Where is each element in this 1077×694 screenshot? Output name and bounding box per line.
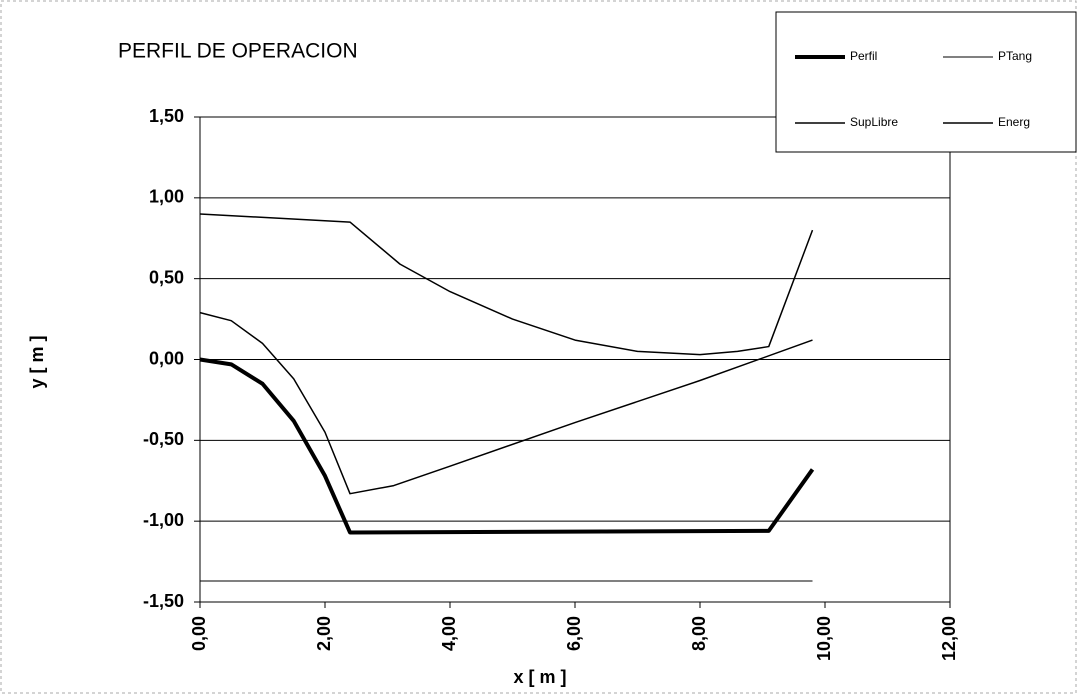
x-tick-label: 2,00 [314, 616, 334, 651]
chart-title: PERFIL DE OPERACION [118, 40, 358, 63]
legend-label: PTang [998, 49, 1032, 63]
y-tick-label: -1,50 [143, 591, 184, 611]
x-tick-label: 10,00 [814, 616, 834, 661]
x-tick-label: 8,00 [689, 616, 709, 651]
x-tick-label: 4,00 [439, 616, 459, 651]
y-tick-label: 0,00 [149, 348, 184, 368]
y-axis-label: y [ m ] [27, 335, 47, 388]
x-axis-label: x [ m ] [513, 667, 566, 687]
y-tick-label: 0,50 [149, 267, 184, 287]
y-tick-label: 1,00 [149, 187, 184, 207]
x-tick-label: 6,00 [564, 616, 584, 651]
x-tick-label: 12,00 [939, 616, 959, 661]
x-tick-label: 0,00 [189, 616, 209, 651]
y-tick-label: -1,00 [143, 510, 184, 530]
series-line [199, 213, 814, 356]
y-tick-label: 1,50 [149, 106, 184, 126]
legend-label: Perfil [850, 49, 877, 63]
legend-label: SupLibre [850, 115, 898, 129]
series-line [199, 357, 815, 535]
legend-label: Energ [998, 115, 1030, 129]
series-line [199, 311, 813, 495]
legend-box [775, 11, 1077, 153]
y-tick-label: -0,50 [143, 429, 184, 449]
